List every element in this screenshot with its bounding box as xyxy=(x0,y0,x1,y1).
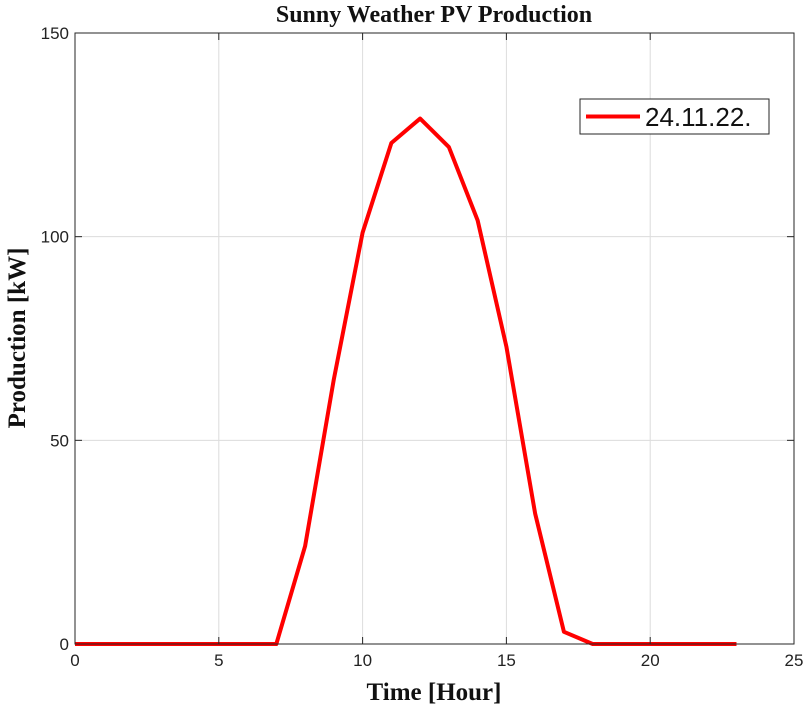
y-tick-label: 100 xyxy=(41,228,69,247)
tick-marks xyxy=(74,32,795,645)
x-axis-title: Time [Hour] xyxy=(367,679,502,706)
y-axis-title: Production [kW] xyxy=(4,248,31,429)
legend[interactable]: 24.11.22. xyxy=(579,98,770,135)
legend-box xyxy=(579,98,770,135)
x-tick-labels: 0 5 10 15 20 25 xyxy=(70,651,803,670)
y-tick-label: 150 xyxy=(41,24,69,43)
x-tick-label: 5 xyxy=(214,651,223,670)
y-tick-label: 0 xyxy=(60,635,69,654)
x-tick-label: 0 xyxy=(70,651,79,670)
chart-title: Sunny Weather PV Production xyxy=(276,2,592,28)
y-tick-labels: 0 50 100 150 xyxy=(41,24,69,654)
x-tick-label: 20 xyxy=(641,651,660,670)
x-tick-label: 25 xyxy=(785,651,804,670)
y-tick-label: 50 xyxy=(50,431,69,450)
legend-label: 24.11.22. xyxy=(645,102,752,132)
x-tick-label: 10 xyxy=(353,651,372,670)
plot-frame xyxy=(74,32,795,645)
x-tick-label: 15 xyxy=(497,651,516,670)
